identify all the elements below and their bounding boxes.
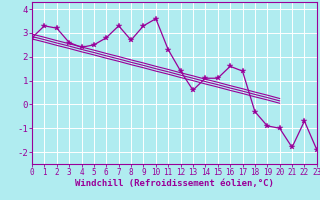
X-axis label: Windchill (Refroidissement éolien,°C): Windchill (Refroidissement éolien,°C) — [75, 179, 274, 188]
